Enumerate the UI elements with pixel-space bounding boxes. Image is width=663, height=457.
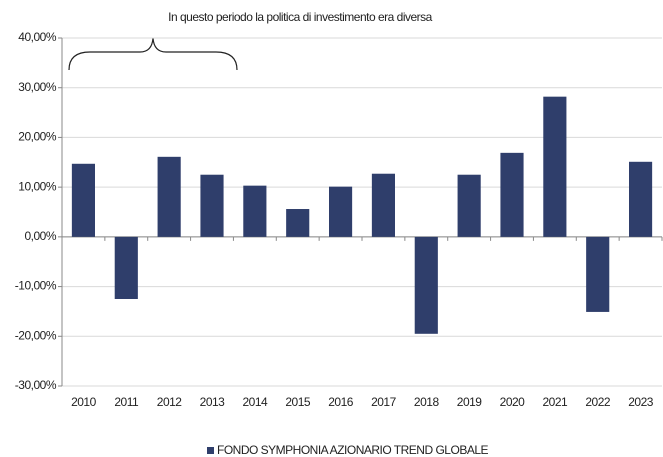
x-tick-label: 2023: [628, 395, 654, 409]
bar: [71, 163, 95, 237]
bar: [371, 173, 395, 237]
bar: [629, 161, 653, 237]
legend-label: FONDO SYMPHONIA AZIONARIO TREND GLOBALE: [217, 443, 488, 457]
bar: [286, 209, 310, 237]
bar: [200, 174, 224, 237]
x-tick-label: 2010: [71, 395, 97, 409]
annotation-brace: [68, 37, 238, 71]
x-tick-label: 2019: [457, 395, 483, 409]
x-tick-label: 2015: [285, 395, 311, 409]
y-tick-label: 0,00%: [24, 229, 56, 243]
y-tick-label: -30,00%: [15, 378, 57, 392]
y-tick-label: 10,00%: [18, 179, 57, 193]
bar: [243, 185, 267, 237]
bar: [586, 236, 610, 312]
x-tick-label: 2011: [114, 395, 139, 409]
bar: [157, 156, 181, 237]
bar: [500, 152, 524, 237]
y-tick-label: 20,00%: [18, 130, 57, 144]
bar: [414, 236, 438, 334]
bar: [114, 236, 138, 299]
bar: [543, 96, 567, 237]
bar: [457, 174, 481, 237]
annotation: In questo periodo la politica di investi…: [168, 10, 432, 24]
y-tick-label: 40,00%: [18, 30, 57, 44]
x-tick-label: 2020: [500, 395, 526, 409]
x-tick-label: 2013: [200, 395, 226, 409]
y-tick-label: -20,00%: [15, 328, 57, 342]
x-tick-label: 2022: [585, 395, 611, 409]
bar: [329, 186, 353, 237]
y-tick-label: 30,00%: [18, 80, 57, 94]
x-tick-label: 2016: [328, 395, 354, 409]
x-tick-label: 2017: [371, 395, 397, 409]
x-tick-label: 2021: [543, 395, 569, 409]
x-tick-label: 2012: [157, 395, 183, 409]
x-tick-label: 2014: [243, 395, 269, 409]
y-tick-label: -10,00%: [15, 279, 57, 293]
legend-swatch: [207, 447, 214, 454]
x-tick-label: 2018: [414, 395, 440, 409]
